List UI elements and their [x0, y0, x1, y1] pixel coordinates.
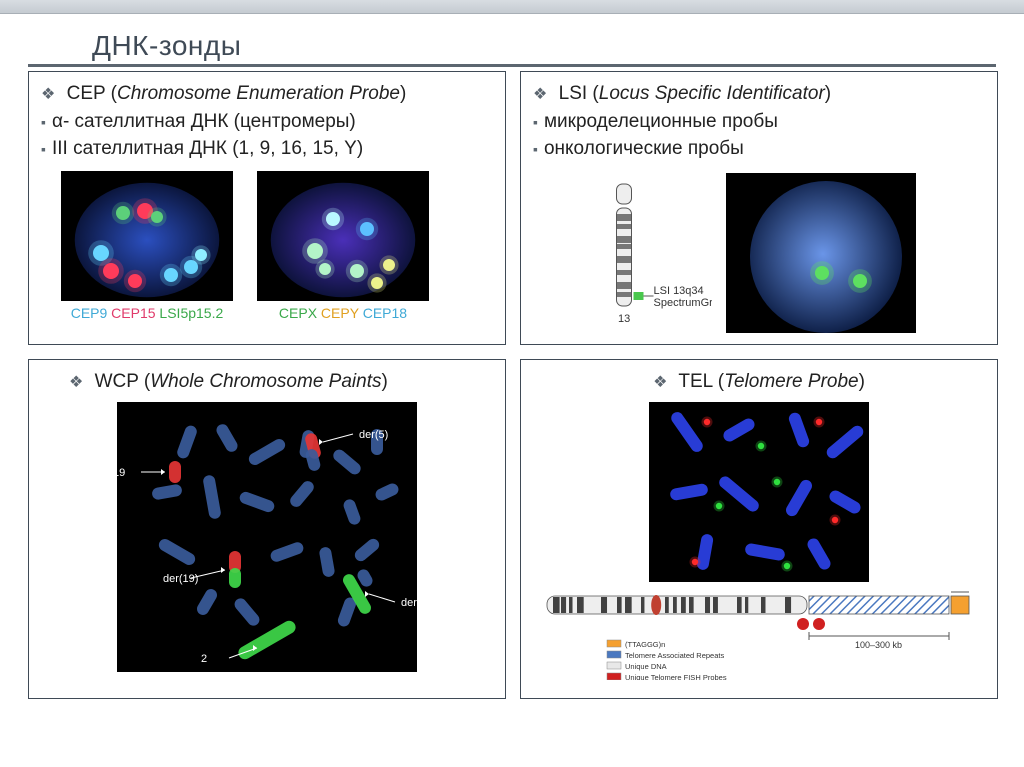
svg-text:LSI 13q34: LSI 13q34	[654, 285, 704, 297]
wcp-abbr: WCP	[95, 371, 139, 392]
cep-bullets: CEP (Chromosome Enumeration Probe) α- са…	[41, 80, 493, 163]
tel-abbr: TEL	[678, 371, 712, 392]
svg-text:der(2): der(2)	[401, 597, 417, 609]
cep-figures: CEP9 CEP15 LSI5p15.2 CEPX CEPY CEP18	[61, 171, 493, 321]
cep-fig2-caption: CEPX CEPY CEP18	[279, 305, 407, 321]
cep-fig1-caption: CEP9 CEP15 LSI5p15.2	[71, 305, 224, 321]
wcp-image: 19 der(5) der(19) 2 der(2)	[117, 402, 417, 672]
cep-fig1: CEP9 CEP15 LSI5p15.2	[61, 171, 233, 321]
svg-text:1–20 kb: 1–20 kb	[943, 590, 972, 592]
lsi-abbr: LSI	[559, 83, 588, 104]
svg-text:100–300 kb: 100–300 kb	[855, 640, 902, 650]
svg-text:19: 19	[117, 467, 125, 479]
tel-ideogram: 1–20 kb 100–300 kb (TTAGGG)n Telomere Assoc…	[539, 590, 979, 680]
wcp-full: Whole Chromosome Paints	[150, 371, 381, 392]
svg-text:der(5): der(5)	[359, 429, 388, 441]
cep-line-1: α- сателлитная ДНК (центромеры)	[41, 108, 493, 136]
window-topbar	[0, 0, 1024, 14]
cep-heading: CEP (Chromosome Enumeration Probe)	[41, 80, 493, 108]
tel-heading: TEL (Telomere Probe)	[653, 368, 865, 396]
lsi-line-2: онкологические пробы	[533, 135, 985, 163]
tel-image	[649, 402, 869, 582]
wcp-panel: WCP (Whole Chromosome Paints) 19 der(5) de…	[28, 359, 506, 699]
tel-full: Telomere Probe	[724, 371, 858, 392]
title-rule: ДНК-зонды	[28, 24, 996, 67]
lsi-full: Locus Specific Identificator	[599, 83, 825, 104]
lsi-panel: LSI (Locus Specific Identificator) микро…	[520, 71, 998, 345]
lsi-cell-image	[726, 173, 916, 333]
lsi-line-1: микроделеционные пробы	[533, 108, 985, 136]
svg-text:Telomere Associated Repeats: Telomere Associated Repeats	[625, 651, 724, 660]
slide: ДНК-зонды CEP (Chromosome Enumeration Pr…	[0, 14, 1024, 699]
cep-line-2: III сателлитная ДНК (1, 9, 16, 15, Y)	[41, 135, 493, 163]
wcp-bullets: WCP (Whole Chromosome Paints)	[41, 368, 493, 396]
slide-title: ДНК-зонды	[92, 30, 996, 62]
cep-fig2: CEPX CEPY CEP18	[257, 171, 429, 321]
cep-full: Chromosome Enumeration Probe	[117, 83, 400, 104]
svg-text:Unique DNA: Unique DNA	[625, 662, 667, 671]
tel-figures: 1–20 kb 100–300 kb (TTAGGG)n Telomere Assoc…	[533, 402, 985, 680]
svg-text:(TTAGGG)n: (TTAGGG)n	[625, 640, 665, 649]
cep-abbr: CEP	[67, 83, 106, 104]
lsi-figures: LSI 13q34SpectrumGreen 13	[533, 173, 985, 333]
cep-cell1-image	[61, 171, 233, 301]
lsi-ideogram: LSI 13q34SpectrumGreen 13	[602, 178, 712, 328]
wcp-figure: 19 der(5) der(19) 2 der(2)	[41, 402, 493, 672]
cep-cell2-image	[257, 171, 429, 301]
svg-text:SpectrumGreen: SpectrumGreen	[654, 297, 713, 309]
lsi-bullets: LSI (Locus Specific Identificator) микро…	[533, 80, 985, 163]
wcp-heading: WCP (Whole Chromosome Paints)	[69, 368, 493, 396]
svg-text:13: 13	[618, 313, 630, 325]
cep-panel: CEP (Chromosome Enumeration Probe) α- са…	[28, 71, 506, 345]
lsi-heading: LSI (Locus Specific Identificator)	[533, 80, 985, 108]
tel-bullets: TEL (Telomere Probe)	[533, 368, 985, 396]
tel-panel: TEL (Telomere Probe) 1–20 kb 100–300 kb (T…	[520, 359, 998, 699]
svg-text:2: 2	[201, 653, 207, 665]
svg-text:Unique Telomere FISH Probes: Unique Telomere FISH Probes	[625, 673, 727, 680]
svg-text:der(19): der(19)	[163, 573, 198, 585]
content-grid: CEP (Chromosome Enumeration Probe) α- са…	[28, 71, 996, 699]
